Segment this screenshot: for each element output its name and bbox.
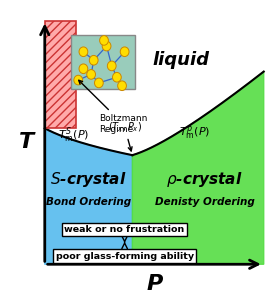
Circle shape (100, 36, 108, 45)
Text: T: T (19, 132, 34, 152)
Circle shape (120, 47, 129, 57)
Text: $S$-crystal: $S$-crystal (50, 170, 127, 189)
Polygon shape (45, 128, 132, 264)
Text: liquid: liquid (153, 51, 210, 69)
Circle shape (118, 81, 126, 91)
Text: Bond Ordering: Bond Ordering (46, 197, 131, 207)
Bar (45, 21, 76, 128)
Text: $(T_x, P_x)$: $(T_x, P_x)$ (107, 120, 142, 151)
Bar (71, 35, 135, 89)
Text: P: P (146, 274, 162, 294)
Circle shape (102, 41, 111, 51)
Text: poor glass-forming ability: poor glass-forming ability (56, 252, 194, 261)
Circle shape (87, 70, 96, 79)
Text: Denisty Ordering: Denisty Ordering (155, 197, 254, 207)
Circle shape (107, 61, 116, 71)
Circle shape (89, 55, 98, 65)
Circle shape (112, 72, 121, 82)
Text: $T_{\mathrm{m}}^{S}(P)$: $T_{\mathrm{m}}^{S}(P)$ (58, 126, 89, 145)
Polygon shape (132, 71, 264, 264)
Circle shape (79, 64, 88, 74)
Bar (45, 21, 76, 128)
Text: $\rho$-crystal: $\rho$-crystal (166, 170, 243, 189)
Text: $T_{\mathrm{m}}^{\rho}(P)$: $T_{\mathrm{m}}^{\rho}(P)$ (179, 124, 210, 141)
Circle shape (79, 47, 88, 57)
Circle shape (74, 75, 83, 85)
Text: Boltzmann
Regime: Boltzmann Regime (79, 80, 147, 134)
Text: weak or no frustration: weak or no frustration (65, 225, 185, 234)
Circle shape (94, 78, 103, 88)
